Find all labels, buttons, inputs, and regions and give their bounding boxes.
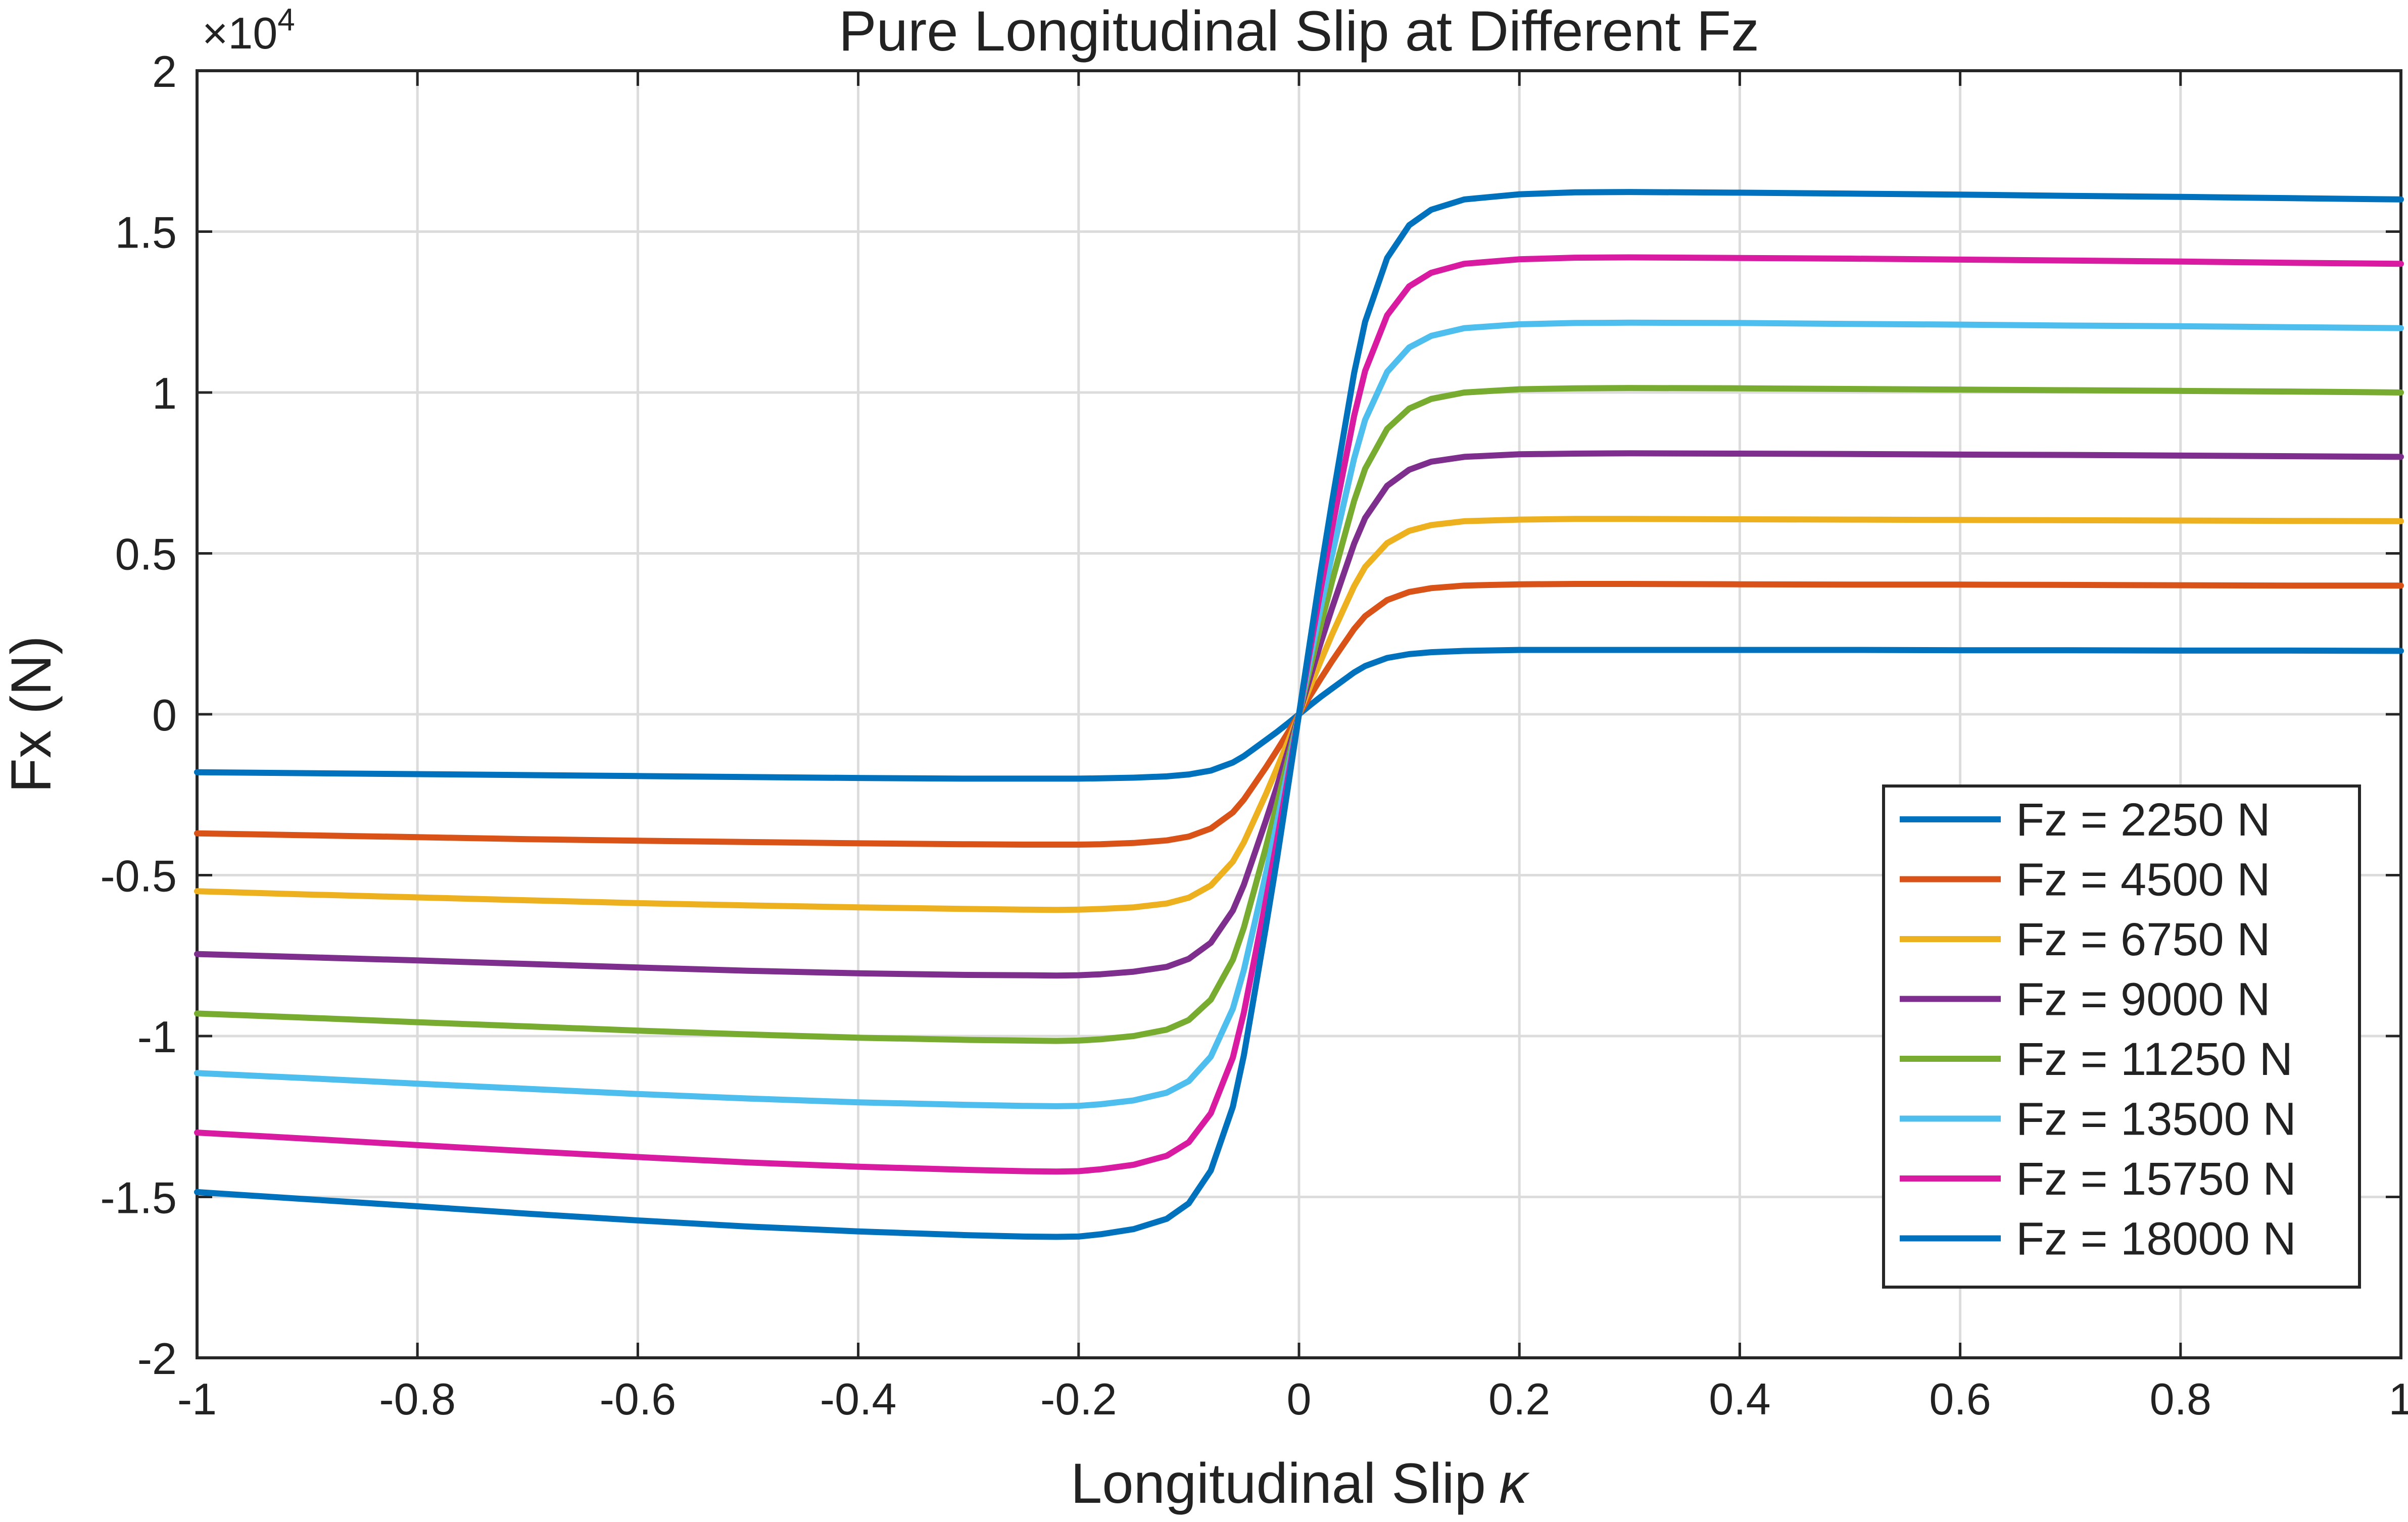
legend-label: Fz = 9000 N [2016, 974, 2271, 1025]
legend-label: Fz = 4500 N [2016, 854, 2271, 906]
legend-label: Fz = 15750 N [2016, 1153, 2296, 1205]
x-tick-label: 1 [2389, 1374, 2408, 1424]
series-lines [194, 189, 2404, 1240]
series-line-2 [194, 581, 2404, 848]
x-tick-label: 0.6 [1929, 1374, 1991, 1424]
legend-label: Fz = 2250 N [2016, 794, 2271, 846]
x-tick-label: -0.6 [600, 1374, 677, 1424]
x-tick-label: -0.8 [379, 1374, 456, 1424]
y-exponent-label: ×104 [202, 3, 295, 58]
series-line-8 [194, 189, 2404, 1240]
y-axis-label: Fx (N) [0, 635, 63, 793]
y-tick-label: 0 [152, 690, 177, 740]
legend-box [1882, 784, 2361, 1289]
legend-label: Fz = 6750 N [2016, 914, 2271, 965]
x-tick-label: 0.2 [1488, 1374, 1550, 1424]
y-tick-label: 1 [152, 368, 177, 418]
legend-label: Fz = 13500 N [2016, 1094, 2296, 1145]
chart-title: Pure Longitudinal Slip at Different Fz [839, 0, 1759, 63]
y-exponent-base: ×10 [202, 8, 277, 58]
y-tick-label: -1.5 [100, 1173, 177, 1223]
series-line-1 [194, 647, 2404, 782]
ticks: -1 -0.8 -0.6 -0.4 -0.2 0 0.2 0.4 0.6 0.8 1 -2 -1.5 -1… [100, 46, 2408, 1424]
y-exponent-power: 4 [277, 3, 295, 37]
x-axis-label-text: Longitudinal Slip [1071, 1452, 1486, 1515]
x-tick-label: 0.8 [2150, 1374, 2211, 1424]
legend-label: Fz = 11250 N [2016, 1034, 2293, 1085]
x-tick-label: -0.2 [1040, 1374, 1117, 1424]
y-tick-label: 2 [152, 46, 177, 96]
y-tick-label: -2 [137, 1334, 177, 1384]
x-axis-label: Longitudinal Slip κ [1071, 1452, 1530, 1515]
legend-label: Fz = 18000 N [2016, 1213, 2296, 1265]
legend: Fz = 2250 N Fz = 4500 N Fz = 6750 N Fz = 90… [1882, 784, 2361, 1289]
x-tick-label: 0.4 [1709, 1374, 1770, 1424]
y-tick-label: -1 [137, 1012, 177, 1062]
x-axis-label-symbol: κ [1499, 1452, 1530, 1515]
x-tick-label: -1 [177, 1374, 217, 1424]
y-tick-label: -0.5 [100, 851, 177, 901]
y-tick-label: 1.5 [115, 208, 177, 258]
y-tick-label: 0.5 [115, 529, 177, 579]
x-tick-label: -0.4 [820, 1374, 897, 1424]
x-tick-label: 0 [1287, 1374, 1312, 1424]
